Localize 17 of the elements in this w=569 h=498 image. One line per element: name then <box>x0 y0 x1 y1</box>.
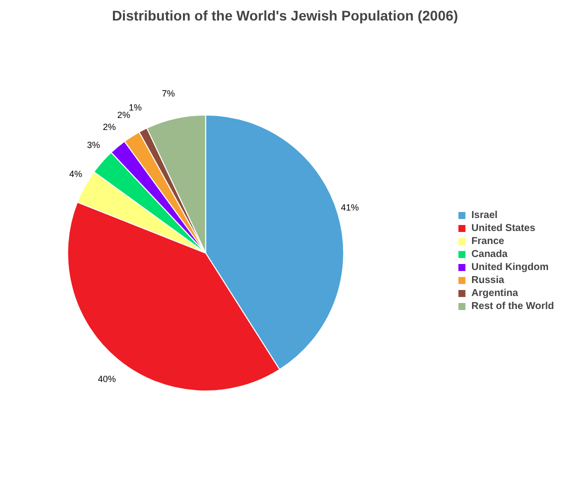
data-label: 40% <box>98 374 116 384</box>
data-label: 4% <box>69 169 82 180</box>
legend-label: Russia <box>471 274 504 286</box>
legend-label: United States <box>471 222 536 234</box>
chart-title: Distribution of the World's Jewish Population (2006) <box>112 8 458 24</box>
data-label: 1% <box>128 102 142 112</box>
data-label: 2% <box>102 122 116 132</box>
data-label: 7% <box>162 88 175 98</box>
data-label: 3% <box>87 140 100 150</box>
data-label: 2% <box>117 110 130 120</box>
legend-label: Israel <box>471 210 498 220</box>
legend-label: United Kingdom <box>471 262 549 272</box>
legend-label: Canada <box>471 248 508 260</box>
legend-label: Rest of the World <box>471 300 554 312</box>
legend-label: France <box>471 236 504 246</box>
legend-label: Argentina <box>471 288 518 298</box>
data-label: 41% <box>340 202 359 212</box>
